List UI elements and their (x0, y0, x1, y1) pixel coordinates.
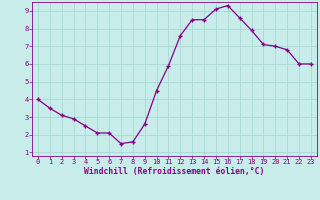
X-axis label: Windchill (Refroidissement éolien,°C): Windchill (Refroidissement éolien,°C) (84, 167, 265, 176)
